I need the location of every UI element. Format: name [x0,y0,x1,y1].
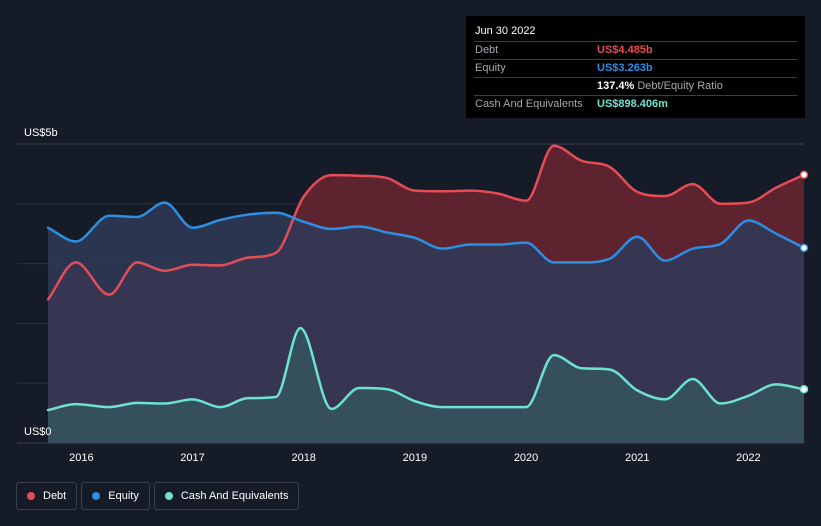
legend-item-equity[interactable]: Equity [81,482,150,510]
tooltip-equity-value: US$3.263b [597,62,653,74]
chart-axes: US$5b US$0 2016 2017 2018 2019 2020 2021 2022 [24,127,761,464]
y-axis-bottom-label: US$0 [24,426,52,438]
area-cash [48,328,804,443]
end-point-equity [799,243,809,253]
tooltip-debt-label: Debt [475,44,499,56]
line-cash [46,326,806,412]
tooltip-cash-label: Cash And Equivalents [475,98,583,110]
x-tick-label: 2020 [514,452,538,464]
x-tick-label: 2018 [291,452,315,464]
legend-dot-equity [92,492,101,500]
tooltip-row-debt: Debt US$4.485b [474,41,797,59]
tooltip-row-equity: Equity US$3.263b [474,59,797,77]
tooltip-date: Jun 30 2022 [475,25,536,37]
legend-item-debt[interactable]: Debt [16,482,78,510]
tooltip-debt-value: US$4.485b [597,44,653,56]
legend-item-cash[interactable]: Cash And Equivalents [153,482,300,510]
line-equity [46,201,806,264]
tooltip-ratio-value: 137.4% [597,80,635,92]
chart-legend: Debt Equity Cash And Equivalents [16,482,303,510]
chart-lines [46,144,806,412]
legend-label-cash: Cash And Equivalents [180,490,289,502]
chart-end-dots [799,170,809,394]
tooltip-row-cash: Cash And Equivalents US$898.406m [474,95,797,113]
x-tick-label: 2016 [69,452,93,464]
x-tick-label: 2022 [736,452,760,464]
chart-areas [48,145,804,443]
x-tick-label: 2021 [625,452,649,464]
legend-label-equity: Equity [108,490,139,502]
tooltip-equity-label: Equity [475,62,506,74]
line-debt [46,144,806,301]
legend-dot-debt [27,492,35,500]
end-point-cash [799,385,809,394]
tooltip-ratio-label: Debt/Equity Ratio [637,80,723,92]
data-tooltip: Jun 30 2022 Debt US$4.485b Equity US$3.2… [466,16,805,118]
y-axis-top-label: US$5b [24,127,58,139]
legend-dot-cash [164,492,173,500]
tooltip-row-ratio: 137.4% Debt/Equity Ratio [474,77,797,95]
end-point-debt [799,170,809,180]
x-tick-label: 2017 [180,452,204,464]
x-tick-label: 2019 [403,452,427,464]
tooltip-cash-value: US$898.406m [597,98,668,110]
legend-label-debt: Debt [43,490,67,502]
